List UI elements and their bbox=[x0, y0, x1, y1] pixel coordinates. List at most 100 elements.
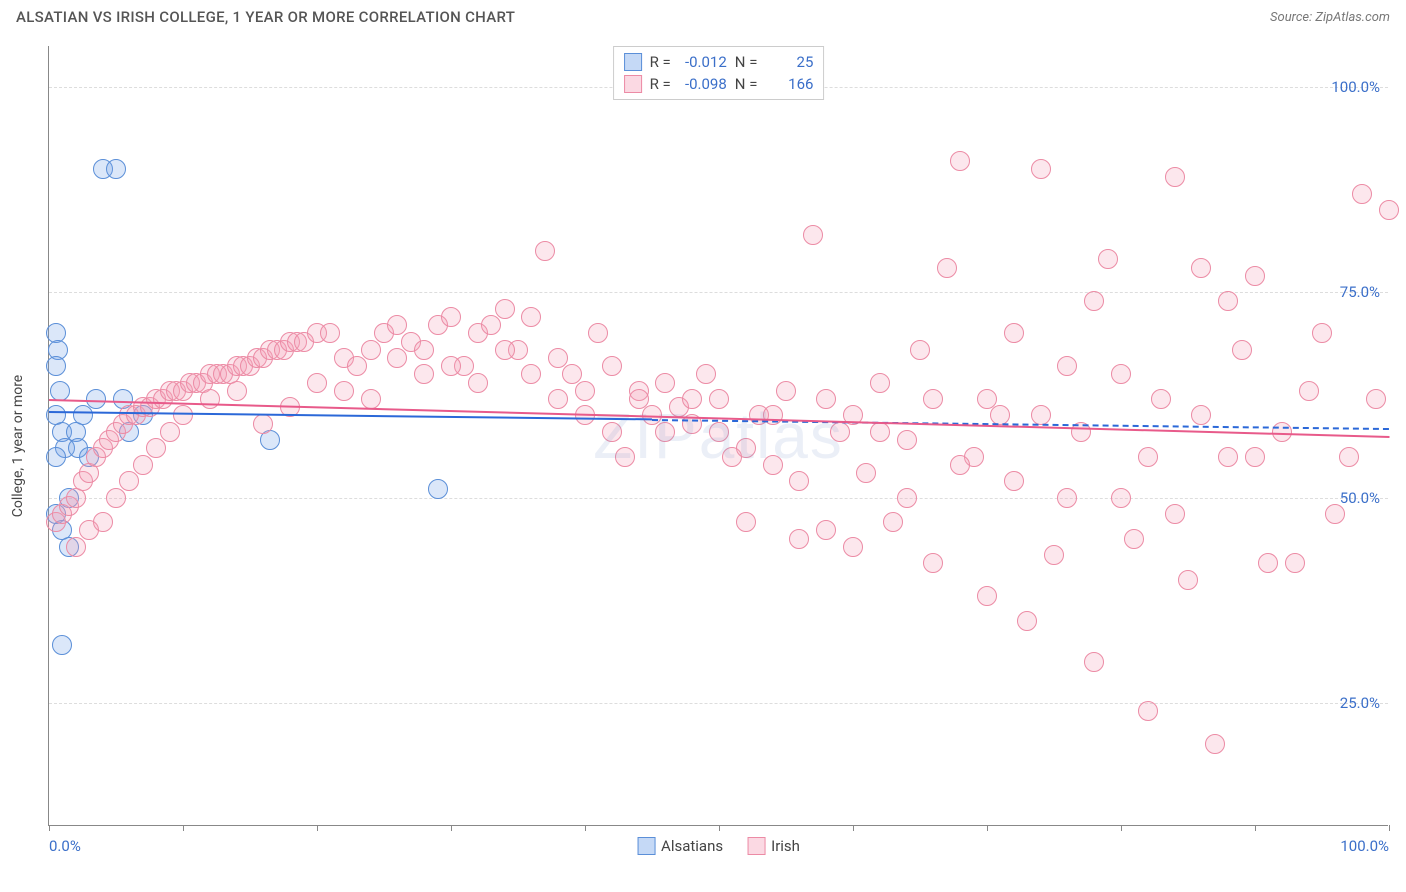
scatter-point bbox=[655, 373, 675, 393]
scatter-point bbox=[86, 389, 106, 409]
scatter-point bbox=[789, 471, 809, 491]
scatter-point bbox=[1017, 611, 1037, 631]
scatter-point bbox=[334, 381, 354, 401]
scatter-point bbox=[736, 512, 756, 532]
scatter-point bbox=[843, 537, 863, 557]
scatter-point bbox=[441, 356, 461, 376]
legend-swatch bbox=[747, 837, 765, 855]
scatter-point bbox=[1004, 471, 1024, 491]
scatter-point bbox=[468, 373, 488, 393]
scatter-point bbox=[1245, 447, 1265, 467]
scatter-point bbox=[562, 364, 582, 384]
legend-r-value: -0.012 bbox=[679, 53, 727, 71]
x-tick bbox=[585, 825, 586, 831]
scatter-point bbox=[897, 430, 917, 450]
legend-n-value: 25 bbox=[765, 53, 813, 71]
scatter-point bbox=[856, 463, 876, 483]
y-axis-title: College, 1 year or more bbox=[10, 375, 26, 517]
scatter-point bbox=[830, 422, 850, 442]
scatter-point bbox=[763, 455, 783, 475]
scatter-point bbox=[1138, 447, 1158, 467]
scatter-point bbox=[1004, 323, 1024, 343]
scatter-point bbox=[1218, 291, 1238, 311]
scatter-point bbox=[1031, 159, 1051, 179]
scatter-point bbox=[106, 159, 126, 179]
scatter-point bbox=[897, 488, 917, 508]
scatter-point bbox=[1285, 553, 1305, 573]
legend-swatch bbox=[637, 837, 655, 855]
scatter-point bbox=[602, 356, 622, 376]
scatter-point bbox=[1191, 258, 1211, 278]
x-tick bbox=[451, 825, 452, 831]
scatter-point bbox=[1165, 504, 1185, 524]
chart-header: ALSATIAN VS IRISH COLLEGE, 1 YEAR OR MOR… bbox=[0, 0, 1406, 30]
scatter-point bbox=[1299, 381, 1319, 401]
scatter-point bbox=[428, 479, 448, 499]
scatter-point bbox=[495, 299, 515, 319]
x-tick bbox=[853, 825, 854, 831]
legend-swatch bbox=[624, 53, 642, 71]
scatter-point bbox=[709, 422, 729, 442]
scatter-point bbox=[1366, 389, 1386, 409]
scatter-point bbox=[682, 389, 702, 409]
scatter-point bbox=[361, 340, 381, 360]
scatter-point bbox=[119, 471, 139, 491]
scatter-point bbox=[46, 356, 66, 376]
scatter-point bbox=[655, 422, 675, 442]
legend-n-label: N = bbox=[735, 75, 758, 93]
legend-n-label: N = bbox=[735, 53, 758, 71]
y-tick-label: 25.0% bbox=[1340, 694, 1380, 712]
scatter-point bbox=[387, 348, 407, 368]
chart-title: ALSATIAN VS IRISH COLLEGE, 1 YEAR OR MOR… bbox=[16, 8, 515, 26]
scatter-point bbox=[46, 447, 66, 467]
scatter-point bbox=[736, 438, 756, 458]
scatter-point bbox=[387, 315, 407, 335]
scatter-point bbox=[1232, 340, 1252, 360]
scatter-point bbox=[414, 340, 434, 360]
scatter-point bbox=[602, 422, 622, 442]
scatter-point bbox=[776, 381, 796, 401]
scatter-point bbox=[1325, 504, 1345, 524]
scatter-point bbox=[1044, 545, 1064, 565]
scatter-point bbox=[1031, 405, 1051, 425]
legend-series-label: Alsatians bbox=[661, 837, 723, 855]
scatter-point bbox=[521, 364, 541, 384]
legend-n-value: 166 bbox=[765, 75, 813, 93]
legend-stat-row: R = -0.098 N = 166 bbox=[624, 73, 814, 95]
legend-r-label: R = bbox=[650, 75, 671, 93]
scatter-point bbox=[950, 455, 970, 475]
scatter-point bbox=[696, 364, 716, 384]
grid-line bbox=[49, 292, 1388, 293]
scatter-point bbox=[1111, 364, 1131, 384]
scatter-point bbox=[1205, 734, 1225, 754]
scatter-point bbox=[883, 512, 903, 532]
scatter-point bbox=[575, 381, 595, 401]
scatter-point bbox=[910, 340, 930, 360]
scatter-point bbox=[548, 389, 568, 409]
scatter-point bbox=[789, 529, 809, 549]
legend-series: Alsatians Irish bbox=[637, 837, 800, 855]
x-tick bbox=[49, 825, 50, 831]
scatter-point bbox=[950, 151, 970, 171]
scatter-point bbox=[73, 405, 93, 425]
scatter-point bbox=[870, 373, 890, 393]
scatter-point bbox=[307, 373, 327, 393]
scatter-point bbox=[1057, 356, 1077, 376]
scatter-point bbox=[133, 455, 153, 475]
scatter-point bbox=[441, 307, 461, 327]
scatter-point bbox=[816, 520, 836, 540]
scatter-point bbox=[709, 389, 729, 409]
scatter-point bbox=[347, 356, 367, 376]
legend-series-label: Irish bbox=[771, 837, 800, 855]
legend-r-value: -0.098 bbox=[679, 75, 727, 93]
scatter-point bbox=[66, 537, 86, 557]
scatter-point bbox=[50, 381, 70, 401]
scatter-point bbox=[106, 488, 126, 508]
legend-series-item: Alsatians bbox=[637, 837, 723, 855]
scatter-point bbox=[1218, 447, 1238, 467]
scatter-point bbox=[227, 381, 247, 401]
x-tick bbox=[317, 825, 318, 831]
scatter-point bbox=[937, 258, 957, 278]
scatter-point bbox=[923, 389, 943, 409]
scatter-point bbox=[1312, 323, 1332, 343]
